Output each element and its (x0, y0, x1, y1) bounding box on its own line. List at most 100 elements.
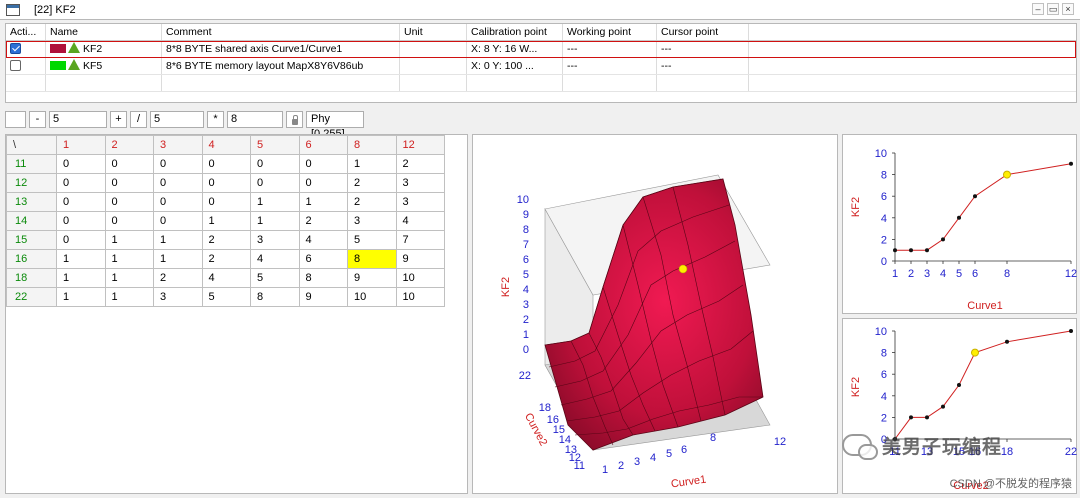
x-axis-cell[interactable]: 2 (104, 135, 154, 155)
y-axis-cell[interactable]: 12 (6, 173, 57, 193)
divide-button[interactable]: / (130, 110, 147, 128)
map-cell[interactable]: 0 (56, 192, 106, 212)
map-cell[interactable]: 8 (298, 268, 348, 288)
map-cell[interactable]: 0 (56, 211, 106, 231)
map-cell-selected[interactable]: 8 (347, 249, 397, 269)
map-cell[interactable]: 8 (250, 287, 300, 307)
map-cell[interactable]: 2 (395, 154, 445, 174)
map-cell[interactable]: 5 (347, 230, 397, 250)
col-name[interactable]: Name (46, 24, 162, 40)
map-cell[interactable]: 1 (56, 268, 106, 288)
add-button[interactable]: + (110, 110, 127, 128)
col-active[interactable]: Acti... (6, 24, 46, 40)
map-cell[interactable]: 0 (153, 192, 203, 212)
map-cell[interactable]: 0 (56, 230, 106, 250)
col-cursor-point[interactable]: Cursor point (657, 24, 749, 40)
map-cell[interactable]: 4 (250, 249, 300, 269)
restore-icon[interactable]: ▭ (1047, 3, 1059, 15)
y-axis-cell[interactable]: 15 (6, 230, 57, 250)
subtract-value-input[interactable]: 5 (49, 110, 107, 128)
map-cell[interactable]: 0 (153, 173, 203, 193)
y-axis-cell[interactable]: 14 (6, 211, 57, 231)
map-cell[interactable]: 0 (298, 154, 348, 174)
map-cell[interactable]: 4 (298, 230, 348, 250)
y-axis-cell[interactable]: 22 (6, 287, 57, 307)
map-cell[interactable]: 1 (104, 287, 154, 307)
map-cell[interactable]: 10 (395, 287, 445, 307)
x-axis-cell[interactable]: 8 (347, 135, 397, 155)
x-axis-cell[interactable]: 4 (201, 135, 251, 155)
y-axis-cell[interactable]: 11 (6, 154, 57, 174)
map-cell[interactable]: 2 (201, 249, 251, 269)
signal-row-kf2[interactable]: KF2 8*8 BYTE shared axis Curve1/Curve1 X… (6, 41, 1076, 58)
map-cell[interactable]: 0 (104, 211, 154, 231)
divide-value-input[interactable]: 5 (150, 110, 204, 128)
curve2-plot[interactable]: 0 2 4 6 8 10 11 13 15 16 18 22 KF2 Curve2 (842, 318, 1077, 494)
x-axis-cell[interactable]: 5 (250, 135, 300, 155)
map-cell[interactable]: 3 (347, 211, 397, 231)
map-cell[interactable]: 10 (347, 287, 397, 307)
map-cell[interactable]: 0 (153, 154, 203, 174)
col-calibration-point[interactable]: Calibration point (467, 24, 563, 40)
col-comment[interactable]: Comment (162, 24, 400, 40)
map-cell[interactable]: 2 (201, 230, 251, 250)
map-cell[interactable]: 7 (395, 230, 445, 250)
map-cell[interactable]: 6 (298, 249, 348, 269)
multiply-button[interactable]: * (207, 110, 224, 128)
map-cell[interactable]: 1 (104, 230, 154, 250)
lock-icon[interactable] (286, 110, 303, 128)
y-axis-cell[interactable]: 13 (6, 192, 57, 212)
map-cell[interactable]: 9 (395, 249, 445, 269)
map-cell[interactable]: 3 (153, 287, 203, 307)
map-cell[interactable]: 10 (395, 268, 445, 288)
map-cell[interactable]: 1 (250, 192, 300, 212)
map-cell[interactable]: 2 (153, 268, 203, 288)
map-cell[interactable]: 1 (250, 211, 300, 231)
toolbar-blank[interactable] (5, 110, 26, 128)
map-cell[interactable]: 5 (250, 268, 300, 288)
map-cell[interactable]: 1 (104, 249, 154, 269)
active-checkbox[interactable] (10, 42, 21, 54)
y-axis-cell[interactable]: 18 (6, 268, 57, 288)
map-cell[interactable]: 0 (250, 173, 300, 193)
x-axis-cell[interactable]: 12 (395, 135, 445, 155)
map-cell[interactable]: 0 (153, 211, 203, 231)
map-cell[interactable]: 0 (201, 173, 251, 193)
map-cell[interactable]: 1 (201, 211, 251, 231)
multiply-value-input[interactable]: 8 (227, 110, 283, 128)
map-cell[interactable]: 0 (298, 173, 348, 193)
x-axis-cell[interactable]: 6 (298, 135, 348, 155)
map-cell[interactable]: 1 (347, 154, 397, 174)
map-cell[interactable]: 2 (298, 211, 348, 231)
color-swatch[interactable] (50, 60, 66, 70)
map-cell[interactable]: 1 (104, 268, 154, 288)
map-cell[interactable]: 0 (250, 154, 300, 174)
map-cell[interactable]: 0 (104, 154, 154, 174)
map-cell[interactable]: 1 (56, 249, 106, 269)
curve1-plot[interactable]: 0 2 4 6 8 10 1 2 3 4 5 6 8 12 KF2 Curve1 (842, 134, 1077, 314)
minimize-icon[interactable]: – (1032, 3, 1044, 15)
map-cell[interactable]: 0 (56, 173, 106, 193)
col-working-point[interactable]: Working point (563, 24, 657, 40)
x-axis-cell[interactable]: 1 (56, 135, 106, 155)
map-cell[interactable]: 2 (347, 192, 397, 212)
surface-plot-3d[interactable]: 10 9 8 7 6 5 4 3 2 1 0 KF2 22 18 16 15 1… (472, 134, 838, 494)
map-cell[interactable]: 1 (153, 249, 203, 269)
map-cell[interactable]: 3 (395, 192, 445, 212)
map-cell[interactable]: 2 (347, 173, 397, 193)
signal-row-kf5[interactable]: KF5 8*6 BYTE memory layout MapX8Y6V86ub … (6, 58, 1076, 75)
x-axis-cell[interactable]: 3 (153, 135, 203, 155)
map-cell[interactable]: 4 (201, 268, 251, 288)
map-cell[interactable]: 9 (347, 268, 397, 288)
map-cell[interactable]: 0 (201, 154, 251, 174)
map-cell[interactable]: 0 (104, 192, 154, 212)
map-cell[interactable]: 1 (56, 287, 106, 307)
map-cell[interactable]: 9 (298, 287, 348, 307)
map-cell[interactable]: 0 (56, 154, 106, 174)
active-checkbox[interactable] (10, 59, 21, 71)
map-cell[interactable]: 1 (153, 230, 203, 250)
map-cell[interactable]: 3 (395, 173, 445, 193)
map-cell[interactable]: 0 (104, 173, 154, 193)
map-cell[interactable]: 3 (250, 230, 300, 250)
col-unit[interactable]: Unit (400, 24, 467, 40)
